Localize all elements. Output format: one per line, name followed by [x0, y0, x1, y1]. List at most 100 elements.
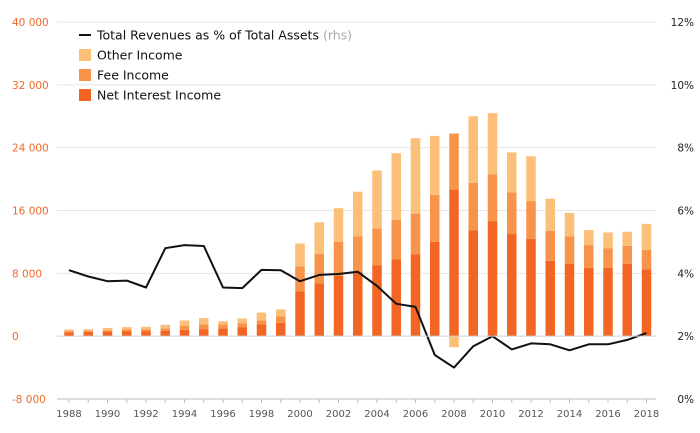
bar-fee-income-2011 — [507, 192, 517, 235]
bar-other-income-2006 — [410, 138, 421, 214]
legend-swatch-other-income — [79, 49, 91, 61]
bar-fee-income-1993 — [160, 328, 170, 331]
bar-fee-income-2016 — [603, 248, 613, 268]
bar-other-income-2009 — [468, 116, 478, 184]
revenue-ratio-line — [68, 244, 647, 369]
y-left-tick-label: 24 000 — [12, 143, 49, 155]
bar-other-income-2001 — [314, 222, 324, 254]
x-tick-label: 2006 — [403, 409, 428, 420]
bar-other-income-2017 — [622, 231, 632, 246]
legend-swatch-net-interest-income — [79, 89, 91, 101]
bar-other-income-2000 — [295, 243, 305, 267]
bar-fee-income-1994 — [179, 325, 190, 330]
bar-net-interest-income-1988 — [64, 332, 74, 337]
bar-net-interest-income-1990 — [102, 331, 113, 337]
bar-other-income-1992 — [141, 326, 151, 330]
y-right-tick-label: 8% — [677, 143, 694, 155]
bar-net-interest-income-1991 — [122, 331, 132, 337]
x-tick-label: 1994 — [172, 409, 197, 420]
bar-other-income-2016 — [603, 232, 613, 249]
bar-fee-income-1989 — [83, 330, 93, 332]
bar-net-interest-income-2002 — [333, 275, 344, 337]
x-tick-label: 2012 — [518, 409, 543, 420]
axes: -8 000 0 8 000 16 000 24 000 32 000 40 000 0% 2%… — [12, 17, 694, 420]
bar-net-interest-income-2003 — [353, 271, 363, 337]
bar-fee-income-2002 — [333, 241, 344, 276]
bar-other-income-2011 — [507, 152, 517, 193]
bar-other-income-2004 — [372, 170, 382, 229]
y-right-tick-label: 12% — [671, 17, 694, 29]
y-right-tick-label: 10% — [671, 80, 694, 92]
y-left-tick-label: 32 000 — [12, 80, 49, 92]
bar-net-interest-income-1993 — [160, 330, 170, 337]
bar-fee-income-2003 — [353, 236, 363, 272]
y-left-tick-label: 40 000 — [12, 17, 49, 29]
y-right-tick-label: 2% — [677, 331, 694, 343]
bar-net-interest-income-2008 — [449, 189, 459, 337]
bar-other-income-2005 — [391, 153, 401, 220]
line-total-revenues-pct — [68, 244, 647, 369]
x-tick-label: 1996 — [210, 409, 235, 420]
bar-net-interest-income-2005 — [391, 259, 401, 337]
bar-fee-income-2005 — [391, 219, 401, 260]
legend-label: Other Income — [97, 48, 183, 63]
bar-net-interest-income-2007 — [430, 241, 440, 337]
bar-net-interest-income-1997 — [237, 327, 247, 337]
y-left-tick-label: 16 000 — [12, 206, 49, 218]
bar-other-income-2010 — [487, 113, 498, 175]
bar-fee-income-2018 — [641, 249, 652, 270]
bar-other-income-1999 — [276, 309, 286, 317]
x-tick-label: 2014 — [557, 409, 582, 420]
y-right-tick-label: 6% — [677, 206, 694, 218]
x-tick-label: 2018 — [634, 409, 659, 420]
bar-other-income-1996 — [218, 321, 228, 325]
bar-net-interest-income-1992 — [141, 331, 151, 337]
bar-fee-income-1992 — [141, 329, 151, 332]
bar-other-income-1991 — [122, 327, 132, 330]
bar-fee-income-2008 — [449, 133, 459, 190]
x-tick-label: 1998 — [249, 409, 274, 420]
bar-other-income-2014 — [564, 212, 575, 237]
bar-net-interest-income-2017 — [622, 263, 632, 337]
legend-label: Net Interest Income — [97, 88, 221, 103]
bar-net-interest-income-1994 — [179, 329, 190, 337]
x-tick-label: 1990 — [95, 409, 120, 420]
bar-fee-income-2007 — [430, 194, 440, 242]
bar-fee-income-2010 — [487, 174, 498, 222]
bar-other-income-2003 — [353, 191, 363, 237]
bar-other-income-1994 — [179, 320, 190, 326]
x-tick-label: 2004 — [364, 409, 389, 420]
legend-label: Fee Income — [97, 68, 169, 83]
bar-net-interest-income-2015 — [584, 267, 594, 337]
bar-fee-income-2014 — [564, 236, 575, 264]
bar-other-income-1995 — [199, 318, 209, 325]
x-tick-label: 2008 — [441, 409, 466, 420]
bar-other-income-2008 — [449, 336, 459, 348]
bar-fee-income-1998 — [256, 320, 267, 325]
bar-net-interest-income-2001 — [314, 283, 324, 337]
bar-other-income-1993 — [160, 324, 170, 329]
bar-other-income-1997 — [237, 318, 247, 324]
bar-net-interest-income-2011 — [507, 234, 517, 337]
bar-net-interest-income-2016 — [603, 267, 613, 337]
bar-fee-income-2013 — [545, 230, 555, 261]
bar-fee-income-1991 — [122, 329, 132, 332]
bar-other-income-2007 — [430, 135, 440, 195]
y-left-tick-label: 8 000 — [12, 268, 42, 280]
bar-fee-income-2004 — [372, 228, 382, 266]
bar-fee-income-2015 — [584, 245, 594, 268]
bar-net-interest-income-2018 — [641, 269, 652, 337]
bar-fee-income-1997 — [237, 323, 247, 328]
bar-net-interest-income-2004 — [372, 265, 382, 337]
bar-fee-income-1988 — [64, 331, 74, 333]
bar-net-interest-income-1995 — [199, 329, 209, 337]
bar-other-income-2002 — [333, 208, 344, 242]
bar-other-income-2013 — [545, 198, 555, 231]
x-tick-label: 1992 — [133, 409, 158, 420]
bar-other-income-2015 — [584, 230, 594, 246]
bar-fee-income-2012 — [526, 201, 536, 239]
x-tick-label: 1988 — [56, 409, 81, 420]
bar-net-interest-income-2009 — [468, 230, 478, 337]
bar-fee-income-1996 — [218, 324, 228, 329]
